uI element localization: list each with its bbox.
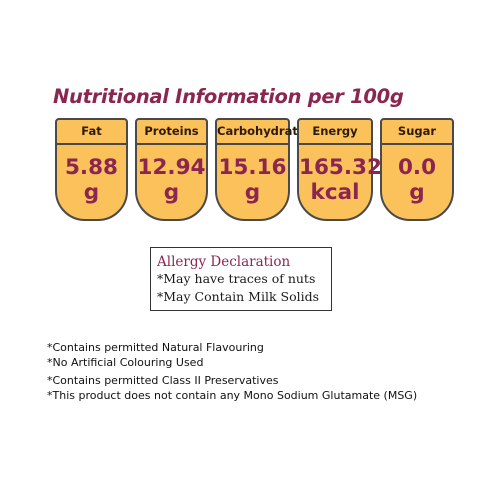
- nutrient-unit: g: [409, 180, 425, 205]
- nutrient-unit: kcal: [310, 180, 360, 205]
- nutrient-badge-proteins: Proteins 12.94 g: [135, 118, 208, 221]
- footnote: *This product does not contain any Mono …: [47, 389, 418, 402]
- allergy-declaration-box: Allergy Declaration *May have traces of …: [150, 247, 332, 311]
- nutrient-value: 165.32: [299, 155, 382, 180]
- nutrient-value: 5.88: [64, 155, 119, 180]
- nutrient-badge-carbohydrate: Carbohydrate 15.16 g: [215, 118, 306, 221]
- allergy-heading: Allergy Declaration: [157, 254, 291, 270]
- nutrition-title: Nutritional Information per 100g: [53, 85, 404, 108]
- nutrient-unit: g: [244, 180, 261, 205]
- footnote: *No Artificial Colouring Used: [47, 356, 204, 369]
- nutrient-label: Sugar: [382, 120, 452, 145]
- footnote: *Contains permitted Class II Preservativ…: [47, 374, 279, 387]
- allergy-line: *May Contain Milk Solids: [157, 289, 320, 304]
- nutrient-value: 0.0: [397, 155, 437, 180]
- nutrient-unit: g: [83, 180, 100, 205]
- nutrient-label: Fat: [57, 120, 126, 145]
- nutrient-badge-energy: Energy 165.32 kcal: [297, 118, 382, 221]
- nutrient-unit: g: [163, 180, 180, 205]
- allergy-line: *May have traces of nuts: [157, 271, 316, 286]
- nutrient-value: 12.94: [137, 155, 206, 180]
- footnote: *Contains permitted Natural Flavouring: [47, 341, 264, 354]
- nutrient-label: Energy: [299, 120, 371, 145]
- nutrient-badge-sugar: Sugar 0.0 g: [380, 118, 454, 221]
- nutrient-label: Carbohydrate: [217, 120, 306, 145]
- nutrient-label: Proteins: [137, 120, 206, 145]
- nutrient-badge-fat: Fat 5.88 g: [55, 118, 128, 221]
- footnotes: *Contains permitted Natural Flavouring *…: [47, 340, 417, 403]
- nutrient-value: 15.16: [218, 155, 287, 180]
